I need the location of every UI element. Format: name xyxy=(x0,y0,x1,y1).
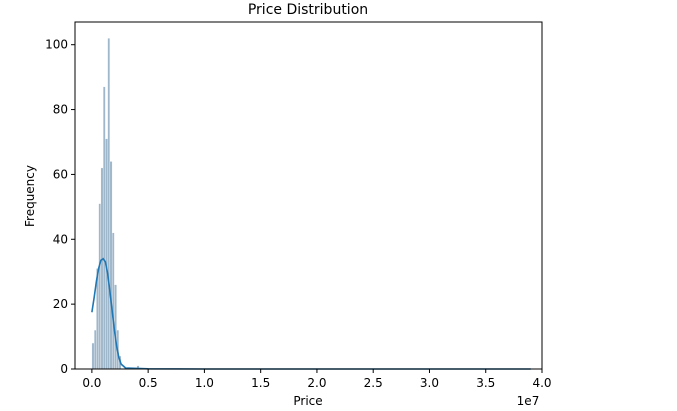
x-axis-label: Price xyxy=(293,394,322,408)
y-tick-label: 100 xyxy=(45,38,68,52)
histogram-bar xyxy=(93,329,97,370)
y-tick-label: 0 xyxy=(60,362,68,376)
y-axis-label: Frequency xyxy=(23,165,37,227)
y-tick-label: 40 xyxy=(53,232,68,246)
histogram-bar xyxy=(100,167,104,370)
x-tick-label: 2.0 xyxy=(307,376,326,390)
x-tick-label: 0.5 xyxy=(139,376,158,390)
x-tick-label: 2.5 xyxy=(364,376,383,390)
kde-curve-layer xyxy=(91,257,531,370)
x-tick-label: 3.0 xyxy=(420,376,439,390)
x-tick-label: 1.5 xyxy=(251,376,270,390)
x-tick-label: 3.5 xyxy=(476,376,495,390)
histogram-bar xyxy=(107,38,111,370)
kde-curve xyxy=(91,257,531,370)
y-tick-label: 20 xyxy=(53,297,68,311)
x-tick-label: 0.0 xyxy=(82,376,101,390)
histogram-bar xyxy=(102,86,106,370)
histogram-bar xyxy=(111,232,115,370)
plot-frame xyxy=(74,21,543,370)
histogram-bar xyxy=(91,342,95,370)
y-tick-label: 60 xyxy=(53,167,68,181)
chart-title: Price Distribution xyxy=(248,2,368,18)
x-tick-label: 1.0 xyxy=(195,376,214,390)
y-axis-ticks: 0 20 40 60 80 100 xyxy=(45,38,75,376)
histogram-bar xyxy=(109,161,113,370)
histogram-bar xyxy=(98,203,102,370)
x-axis-ticks: 0.0 0.5 1.0 1.5 2.0 2.5 3.0 3.5 4.0 xyxy=(82,369,552,390)
y-tick-label: 80 xyxy=(53,103,68,117)
histogram-bar xyxy=(105,138,108,370)
x-tick-label: 4.0 xyxy=(532,376,551,390)
histogram-bars xyxy=(91,38,140,370)
x-axis-offset-label: 1e7 xyxy=(517,394,540,408)
